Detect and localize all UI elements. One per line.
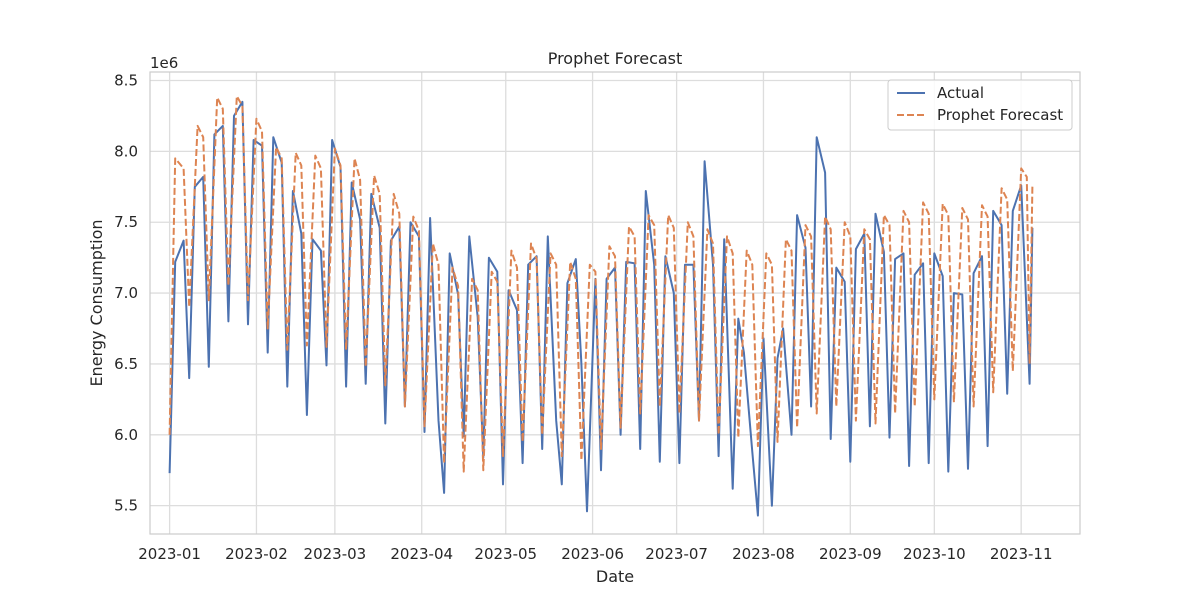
series-line-forecast [168,95,1034,473]
x-tick-label: 2023-10 [903,545,966,563]
y-tick-label: 8.0 [114,142,138,160]
x-tick-label: 2023-11 [990,545,1053,563]
x-tick-label: 2023-08 [732,545,795,563]
x-tick-label: 2023-04 [390,545,453,563]
y-tick-label: 6.5 [114,355,138,373]
x-tick-label: 2023-05 [474,545,537,563]
legend-label-actual: Actual [937,84,984,102]
legend-box [887,79,1073,131]
y-tick-label: 7.0 [114,284,138,302]
x-tick-label: 2023-07 [645,545,708,563]
plot-lines [168,95,1034,517]
legend-label-forecast: Prophet Forecast [937,106,1063,124]
y-axis-label: Energy Consumption [87,219,106,386]
legend: Actual Prophet Forecast [887,79,1073,131]
x-tick-label: 2023-03 [304,545,367,563]
y-tick-labels: 5.5 6.0 6.5 7.0 7.5 8.0 8.5 [114,72,138,515]
series-line-actual [168,100,1034,517]
y-tick-label: 6.0 [114,426,138,444]
x-tick-labels: 2023-01 2023-02 2023-03 2023-04 2023-05 2023-… [138,545,1052,563]
x-axis-label: Date [596,567,634,586]
y-tick-label: 8.5 [114,72,138,90]
plot-frame [149,71,1081,535]
x-tick-label: 2023-02 [225,545,288,563]
chart-title: Prophet Forecast [548,49,683,68]
y-offset-label: 1e6 [150,54,178,72]
x-tick-label: 2023-09 [819,545,882,563]
y-tick-label: 5.5 [114,497,138,515]
y-tick-label: 7.5 [114,213,138,231]
x-tick-label: 2023-06 [561,545,624,563]
x-tick-label: 2023-01 [138,545,201,563]
